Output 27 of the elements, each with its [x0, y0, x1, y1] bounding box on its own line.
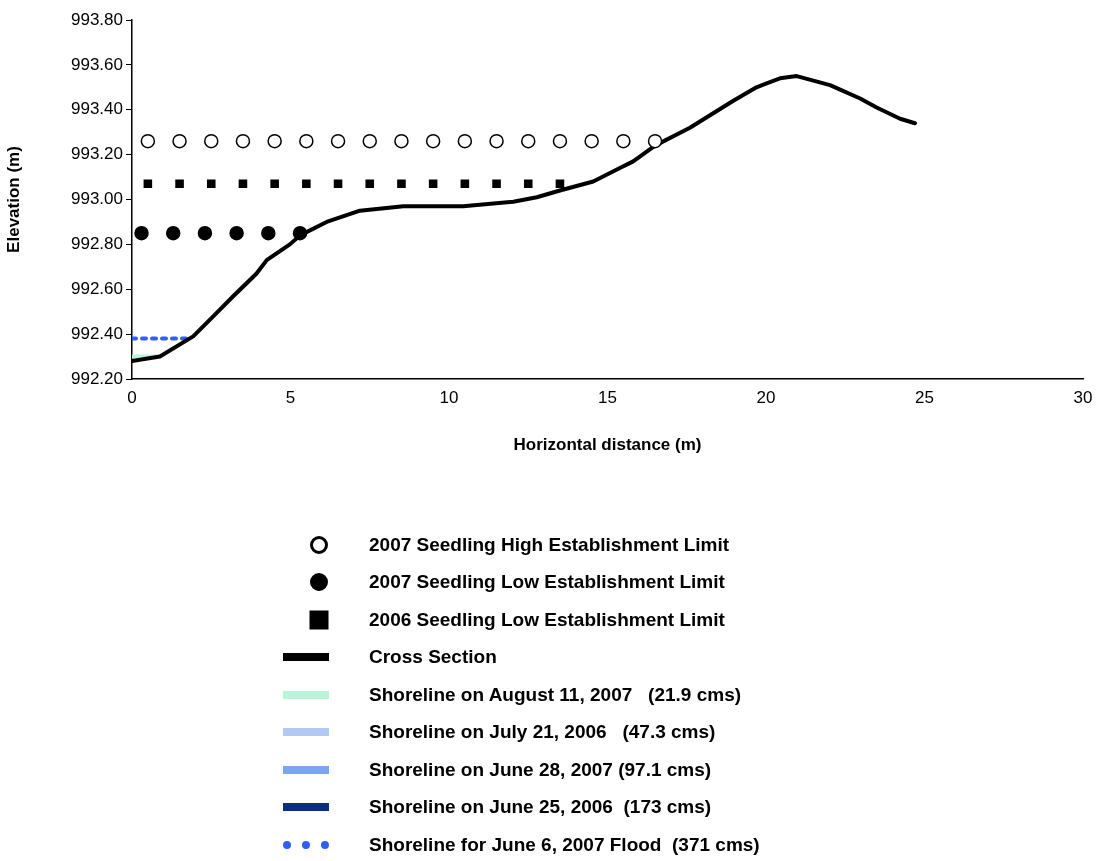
x-axis-title: Horizontal distance (m) [513, 435, 702, 455]
legend-label: Shoreline on June 25, 2006 (173 cms) [369, 796, 712, 819]
y-tick-label: 993.80 [71, 9, 123, 29]
legend-label: Shoreline on August 11, 2007 (21.9 cms) [369, 683, 742, 706]
legend-label: 2007 Seedling High Establishment Limit [369, 533, 730, 556]
y-tick-label: 993.60 [71, 54, 123, 74]
y-tick-label: 992.60 [71, 278, 123, 298]
x-tick-label: 15 [598, 387, 617, 407]
y-tick-label: 992.40 [71, 323, 123, 343]
legend-label: 2006 Seedling Low Establishment Limit [369, 608, 725, 631]
x-tick-label: 0 [127, 387, 137, 407]
y-tick-label: 993.20 [71, 144, 123, 164]
y-tick-label: 993.00 [71, 189, 123, 209]
x-tick-label: 25 [915, 387, 934, 407]
x-tick-label: 5 [285, 387, 296, 407]
y-tick-label: 992.20 [71, 368, 123, 388]
y-tick-label: 992.80 [71, 234, 123, 254]
x-tick-label: 10 [439, 387, 459, 407]
legend-label: Shoreline for June 6, 2007 Flood (371 cms) [369, 833, 760, 856]
x-tick-label: 30 [1073, 387, 1093, 407]
legend-label: Shoreline on June 28, 2007 (97.1 cms) [369, 758, 712, 781]
legend-label: 2007 Seedling Low Establishment Limit [369, 571, 725, 594]
x-tick-label: 20 [756, 387, 776, 407]
y-tick-label: 993.40 [71, 99, 123, 119]
legend-label: Cross Section [369, 646, 497, 669]
legend-label: Shoreline on July 21, 2006 (47.3 cms) [369, 721, 716, 744]
y-axis-title: Elevation (m) [3, 146, 23, 253]
